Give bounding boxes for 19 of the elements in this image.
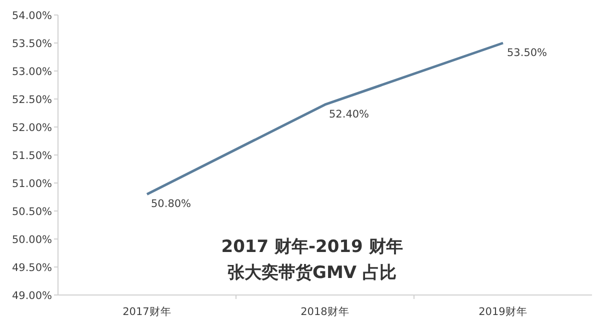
text: 张大奕带货GMV 占比: [228, 263, 396, 283]
y-tick-label: 51.50%: [12, 150, 52, 162]
y-tick-label: 52.50%: [12, 94, 52, 106]
y-tick-label: 50.50%: [12, 206, 52, 218]
text: 2017 财年-2019 财年: [221, 237, 403, 257]
y-tick-label: 54.00%: [12, 10, 52, 22]
x-tick-label: 2019财年: [478, 305, 528, 318]
y-tick-label: 52.00%: [12, 122, 52, 134]
data-label: 52.40%: [329, 108, 370, 121]
y-tick-label: 53.50%: [12, 38, 52, 50]
data-label: 53.50%: [507, 47, 548, 59]
y-tick-label: 51.00%: [12, 178, 52, 190]
y-tick-label: 49.00%: [12, 290, 52, 302]
x-tick-label: 2017财年: [122, 305, 172, 318]
y-tick-label: 49.50%: [12, 262, 52, 274]
y-tick-label: 50.00%: [12, 234, 52, 246]
y-tick-label: 53.00%: [12, 66, 52, 78]
data-label: 50.80%: [151, 198, 192, 210]
x-tick-label: 2018财年: [300, 305, 350, 318]
